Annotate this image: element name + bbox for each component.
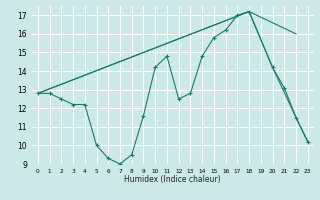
X-axis label: Humidex (Indice chaleur): Humidex (Indice chaleur): [124, 175, 221, 184]
